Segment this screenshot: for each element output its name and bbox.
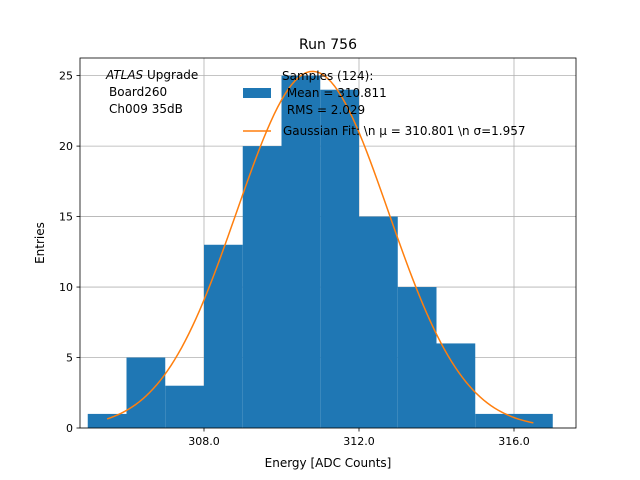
histogram-bar-6 [320,89,359,428]
y-tick-label-5: 25 [59,70,73,83]
x-axis-ticks: 308.0 312.0 316.0 [188,428,530,448]
gaussian-fit-curve [106,70,534,424]
legend-hist-line-3: RMS = 2.029 [283,103,365,117]
y-tick-label-3: 15 [59,211,73,224]
histogram-bars [87,75,553,428]
legend-hist-line-1: Samples (124): [282,69,373,83]
plot-frame [79,57,577,429]
histogram-bar-10 [475,413,514,428]
x-tick-label-2: 316.0 [498,435,530,448]
chart-title: Run 756 [299,37,357,53]
annotation-box: ATLAS Upgrade Board260 Ch009 35dB [105,68,198,116]
y-tick-label-0: 0 [66,422,73,435]
histogram-bar-2 [165,385,204,428]
histogram-bar-7 [359,216,398,428]
histogram-bar-4 [242,146,282,428]
legend-fit-label: Gaussian Fit: \n μ = 310.801 \n σ=1.957 [283,124,526,138]
annotation-line-2: Board260 [109,85,167,99]
legend: Samples (124): Mean = 310.811 RMS = 2.02… [243,69,526,138]
histogram-bar-0 [87,413,127,428]
x-tick-label-1: 312.0 [343,435,375,448]
y-axis-ticks: 0 5 10 15 20 25 [59,70,80,435]
histogram-bar-5 [281,75,321,428]
x-tick-label-0: 308.0 [188,435,220,448]
histogram-bar-8 [397,287,437,428]
annotation-upgrade: Upgrade [143,68,198,82]
histogram-bar-11 [514,413,553,428]
legend-histogram-swatch [243,88,271,98]
histogram-bar-3 [204,244,243,428]
y-axis-label: Entries [33,222,47,264]
histogram-bar-1 [126,357,166,428]
annotation-atlas: ATLAS [105,68,144,82]
legend-hist-line-2: Mean = 310.811 [283,86,387,100]
annotation-line-3: Ch009 35dB [109,102,183,116]
x-axis-label: Energy [ADC Counts] [265,456,392,470]
annotation-line-1: ATLAS Upgrade [105,68,198,82]
y-tick-label-2: 10 [59,281,73,294]
y-tick-label-4: 20 [59,140,73,153]
y-tick-label-1: 5 [66,352,73,365]
